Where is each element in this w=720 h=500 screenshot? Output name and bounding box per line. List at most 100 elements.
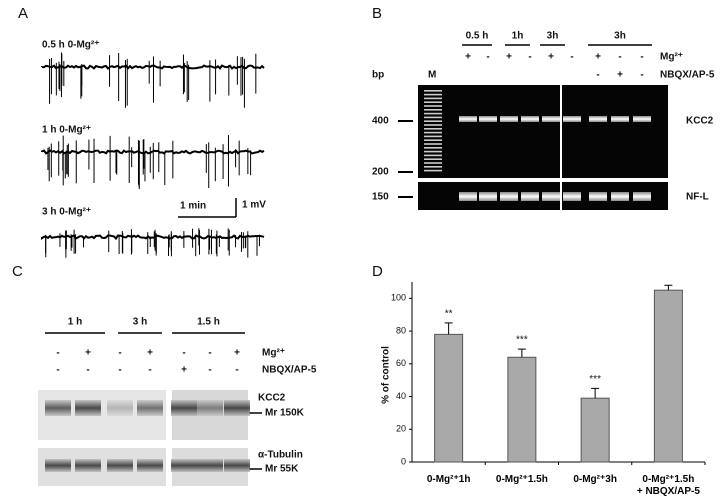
band xyxy=(500,192,518,201)
x-tick-label: 0-Mg²⁺3h xyxy=(573,474,617,485)
trace xyxy=(41,149,265,155)
band xyxy=(500,116,518,122)
group-label: 3 h xyxy=(133,317,147,328)
sign: - xyxy=(528,52,531,63)
band xyxy=(589,116,607,122)
sign: + xyxy=(234,348,240,359)
panel-label: C xyxy=(12,263,23,280)
panel-label: B xyxy=(372,5,382,22)
scale-time: 1 min xyxy=(180,201,206,212)
sign: - xyxy=(486,52,489,63)
sign: + xyxy=(617,70,623,81)
ladder-band xyxy=(424,139,442,141)
sign: + xyxy=(147,348,153,359)
size-label: 200 xyxy=(372,167,389,178)
band xyxy=(589,192,607,201)
bar xyxy=(434,333,464,463)
trace xyxy=(41,234,265,241)
band-label: KCC2 xyxy=(258,393,286,404)
bar xyxy=(653,289,683,463)
blot-band xyxy=(75,400,101,416)
sign: + xyxy=(85,348,91,359)
ladder-band xyxy=(424,158,442,160)
band xyxy=(479,192,497,201)
sign: - xyxy=(86,365,89,376)
sign: - xyxy=(56,348,59,359)
sign: + xyxy=(465,52,471,63)
bar xyxy=(580,397,610,463)
x-tick-label: 0-Mg²⁺1.5h + NBQX/AP-5 xyxy=(636,474,700,497)
y-tick-label: 100 xyxy=(391,293,406,303)
ladder-band xyxy=(424,116,442,119)
ladder-band xyxy=(424,143,442,145)
sign: - xyxy=(56,365,59,376)
scale-voltage: 1 mV xyxy=(242,200,266,211)
panel-label: D xyxy=(372,263,383,280)
trace-label: 0.5 h 0-Mg²⁺ xyxy=(42,40,100,51)
blot-band xyxy=(197,459,223,472)
sign: - xyxy=(570,52,573,63)
sign: - xyxy=(618,52,621,63)
size-label: 400 xyxy=(372,116,389,127)
ladder-band xyxy=(424,101,442,103)
band xyxy=(542,192,560,201)
band xyxy=(459,116,477,122)
gel xyxy=(418,85,668,210)
weight-label: Mr 55K xyxy=(265,464,299,475)
ladder-band xyxy=(424,97,442,100)
group-label: 0.5 h xyxy=(466,31,489,42)
weight-label: Mr 150K xyxy=(265,408,305,419)
band xyxy=(459,192,477,201)
sign: - xyxy=(118,365,121,376)
band-label: α-Tubulin xyxy=(258,450,303,461)
group-label: 1h xyxy=(512,31,524,42)
sign: - xyxy=(640,52,643,63)
error-bar xyxy=(664,284,673,291)
blot-band xyxy=(107,400,133,416)
ladder-band xyxy=(424,154,442,157)
sign: - xyxy=(182,348,185,359)
band xyxy=(633,116,651,122)
trace-label: 1 h 0-Mg²⁺ xyxy=(42,125,91,136)
band-label: KCC2 xyxy=(686,116,714,127)
sign: - xyxy=(640,70,643,81)
band xyxy=(521,116,539,122)
size-label: 150 xyxy=(372,192,389,203)
ladder-band xyxy=(424,90,442,92)
ladder-band xyxy=(424,150,442,153)
ladder-band xyxy=(424,147,442,149)
sign: + xyxy=(181,365,187,376)
ladder-band xyxy=(424,166,442,168)
ladder-band xyxy=(424,112,442,115)
x-tick-label: 0-Mg²⁺1.5h xyxy=(495,474,548,485)
blot-band xyxy=(45,400,71,416)
mg-label: Mg²⁺ xyxy=(660,52,683,63)
ladder-band xyxy=(424,128,442,130)
bar xyxy=(507,356,537,463)
ladder-band xyxy=(424,109,442,111)
sign: + xyxy=(506,52,512,63)
significance: *** xyxy=(589,374,601,385)
trace-label: 3 h 0-Mg²⁺ xyxy=(42,207,91,218)
blot-band xyxy=(75,459,101,472)
blot-band xyxy=(197,400,223,416)
y-tick-label: 20 xyxy=(396,424,406,434)
y-axis-label: % of control xyxy=(381,346,392,404)
y-tick-label: 40 xyxy=(396,391,406,401)
error-bar xyxy=(591,387,600,399)
x-tick-label: 0-Mg²⁺1h xyxy=(426,474,471,485)
sign: - xyxy=(208,365,211,376)
trace xyxy=(41,64,265,70)
band xyxy=(521,192,539,201)
blot-band xyxy=(171,400,197,416)
sign: - xyxy=(118,348,121,359)
blot-band xyxy=(171,459,197,472)
band xyxy=(611,192,629,201)
ladder-band xyxy=(424,162,442,164)
sign: - xyxy=(148,365,151,376)
ladder-band xyxy=(424,124,442,126)
band xyxy=(611,116,629,122)
blot-band xyxy=(137,400,163,416)
